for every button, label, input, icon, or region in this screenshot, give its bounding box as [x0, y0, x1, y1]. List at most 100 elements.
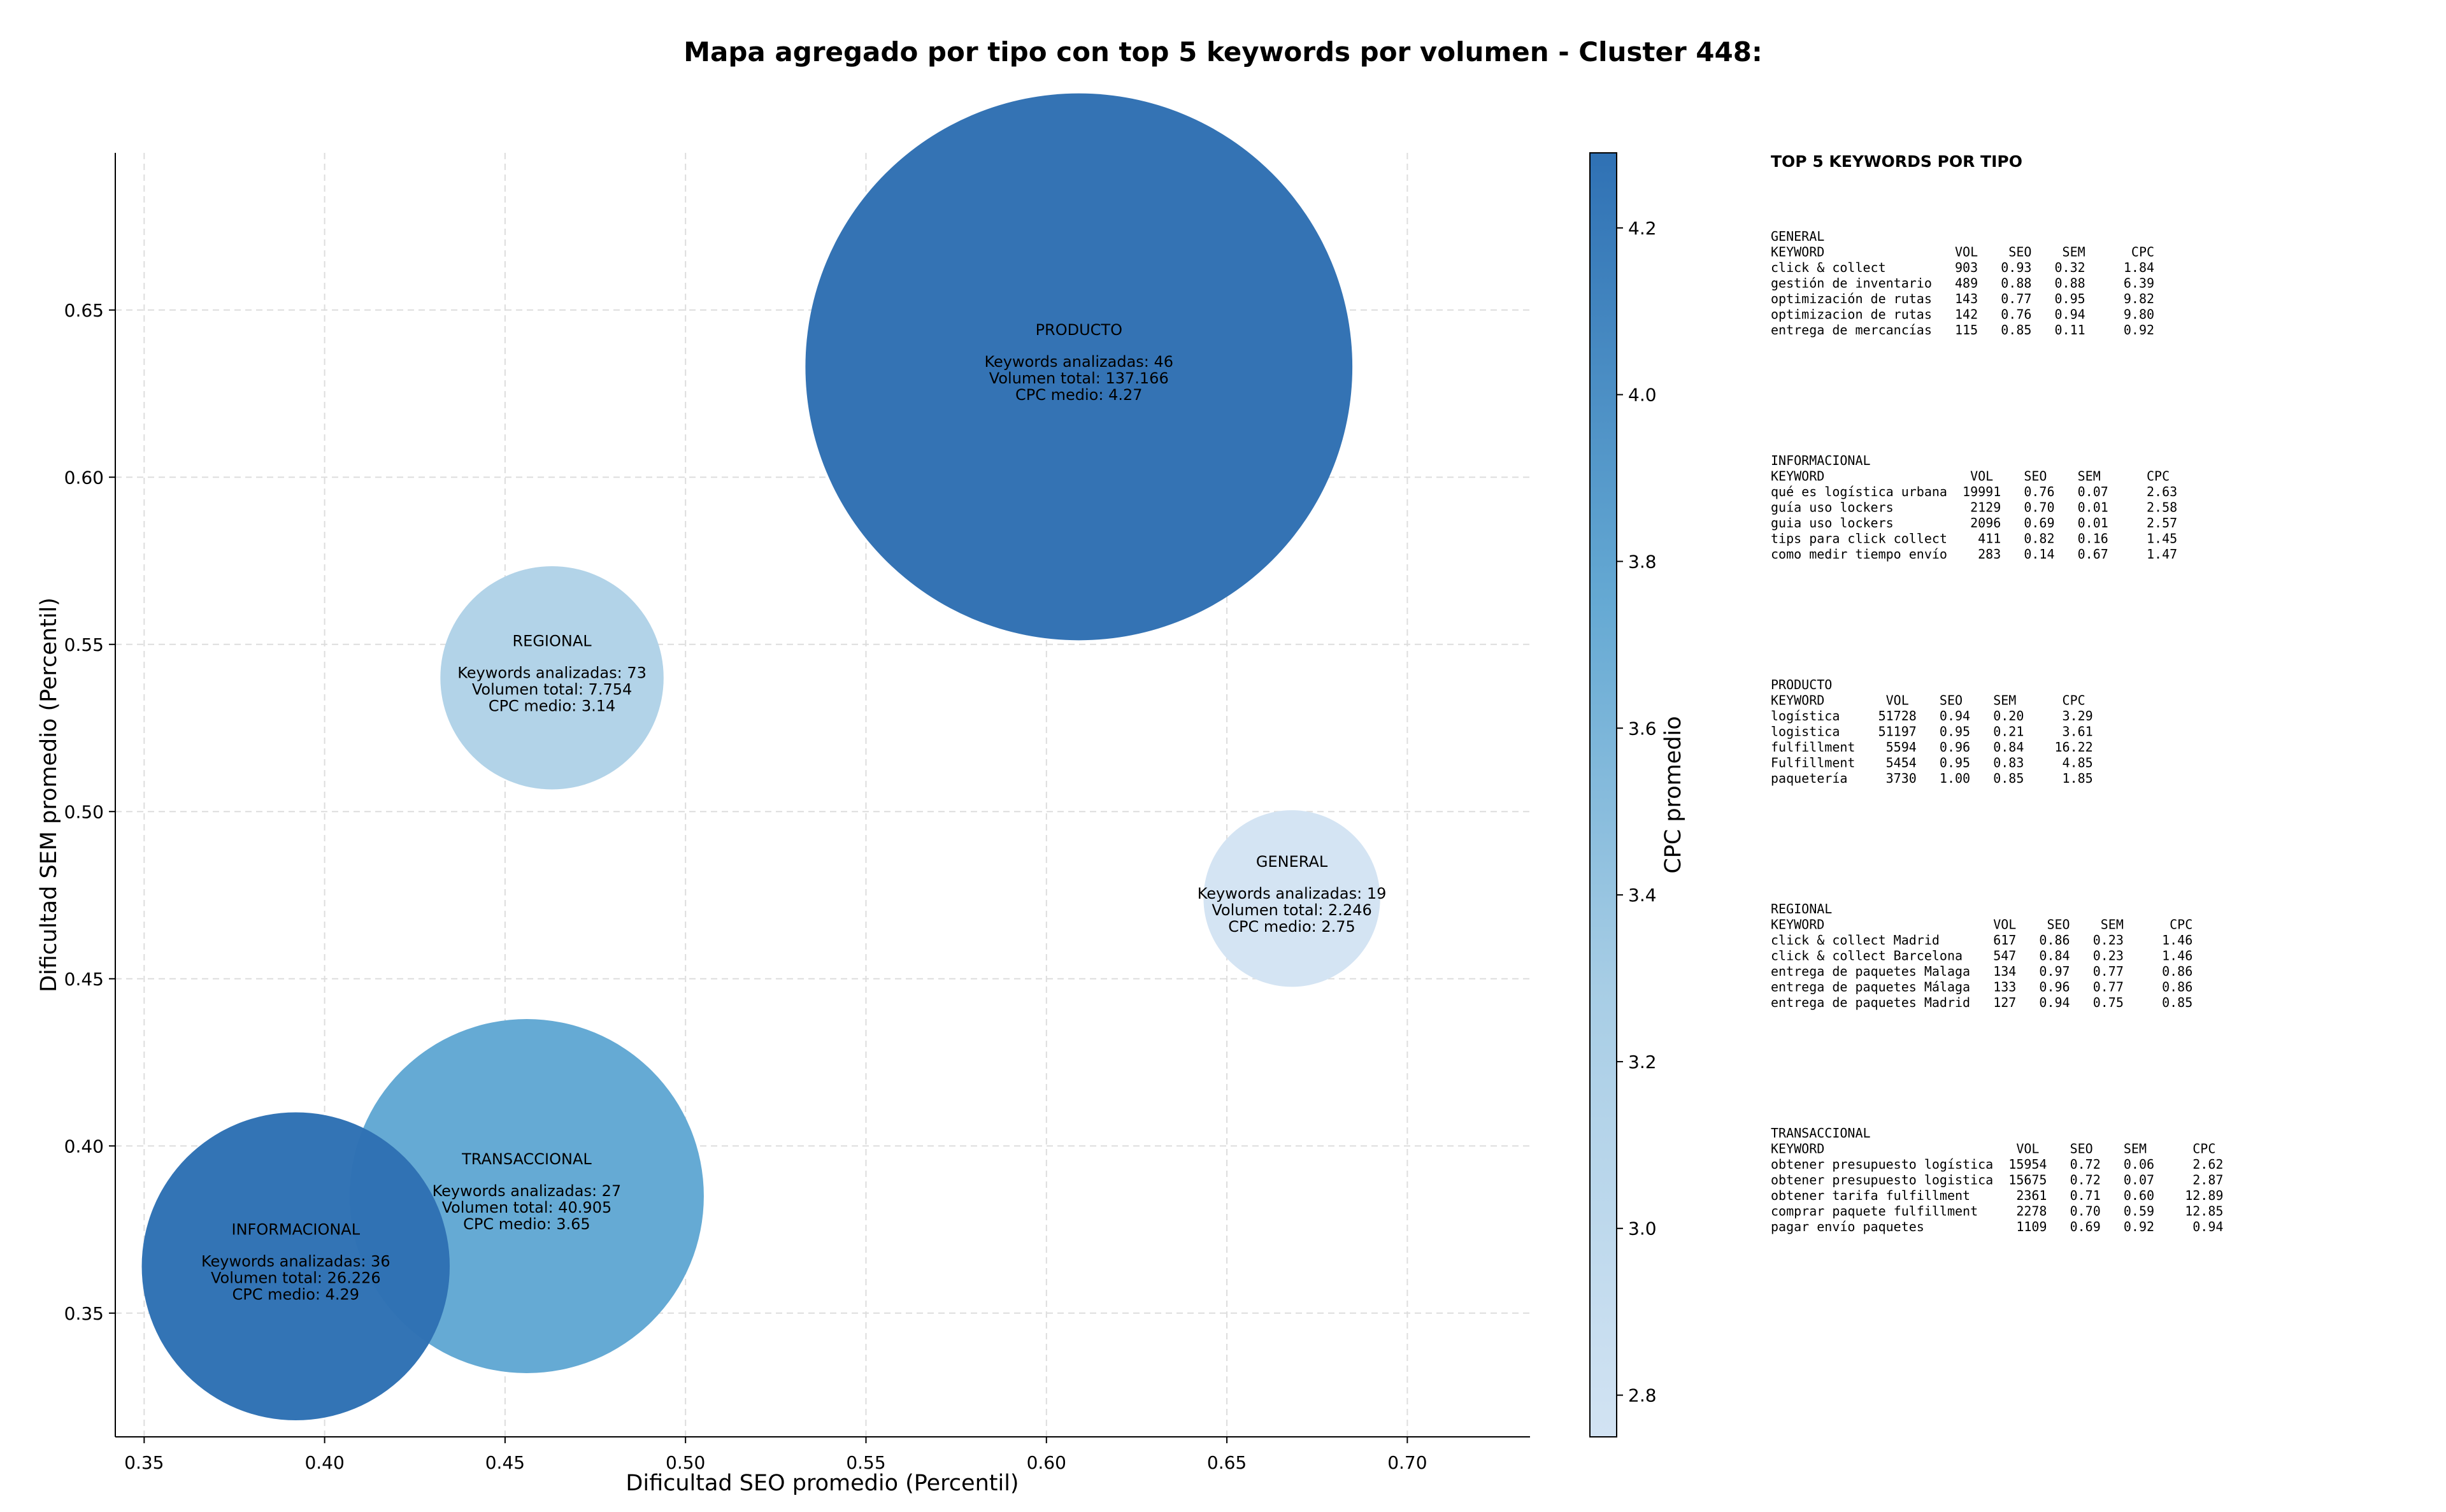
panel-table-header: KEYWORD VOL SEO SEM CPC — [1771, 1141, 2215, 1157]
panel-group-name: INFORMACIONAL — [1771, 453, 1871, 468]
panel-table-row: logistica 51197 0.95 0.21 3.61 — [1771, 724, 2093, 739]
bubble-label-cpc_label: CPC medio: 2.75 — [1228, 918, 1355, 936]
bubble-label-name: GENERAL — [1256, 853, 1328, 871]
panel-table-row: como medir tiempo envío 283 0.14 0.67 1.… — [1771, 546, 2177, 562]
colorbar-tick-label: 3.2 — [1628, 1052, 1657, 1073]
bubble-label-volume: Volumen total: 7.754 — [472, 680, 632, 698]
panel-table-header: KEYWORD VOL SEO SEM CPC — [1771, 469, 2170, 484]
panel-title: TOP 5 KEYWORDS POR TIPO — [1771, 152, 2022, 171]
x-tick-label: 0.60 — [1027, 1452, 1066, 1473]
panel-table-row: entrega de mercancías 115 0.85 0.11 0.92 — [1771, 322, 2154, 338]
panel-table-header: KEYWORD VOL SEO SEM CPC — [1771, 693, 2085, 708]
panel-table-row: qué es logística urbana 19991 0.76 0.07 … — [1771, 484, 2177, 499]
bubble-label-name: INFORMACIONAL — [232, 1220, 361, 1238]
panel-table-row: click & collect 903 0.93 0.32 1.84 — [1771, 260, 2154, 275]
panel-group-name: REGIONAL — [1771, 901, 1832, 916]
panel-table-row: logística 51728 0.94 0.20 3.29 — [1771, 708, 2093, 724]
panel-table-row: entrega de paquetes Madrid 127 0.94 0.75… — [1771, 995, 2192, 1010]
panel-table-row: gestión de inventario 489 0.88 0.88 6.39 — [1771, 276, 2154, 291]
bubble-label-keywords: Keywords analizadas: 46 — [984, 353, 1173, 371]
bubble-label-name: REGIONAL — [512, 632, 592, 650]
panel-table-row: entrega de paquetes Málaga 133 0.96 0.77… — [1771, 980, 2192, 995]
y-tick-label: 0.40 — [64, 1136, 104, 1157]
bubble-informacional: INFORMACIONAL Keywords analizadas: 36Volu… — [141, 1112, 450, 1420]
colorbar-ticks: 2.8 3.0 3.2 3.4 3.6 3.8 4.0 4.2 — [1617, 218, 1657, 1406]
panel-table-row: obtener presupuesto logistica 15675 0.72… — [1771, 1173, 2223, 1188]
panel-table-row: optimización de rutas 143 0.77 0.95 9.82 — [1771, 291, 2154, 306]
colorbar-tick-label: 4.2 — [1628, 218, 1657, 239]
panel-group-name: GENERAL — [1771, 229, 1824, 244]
panel-group-name: PRODUCTO — [1771, 677, 1832, 692]
x-tick-label: 0.65 — [1207, 1452, 1247, 1473]
colorbar-tick-label: 2.8 — [1628, 1385, 1657, 1406]
panel-table-header: KEYWORD VOL SEO SEM CPC — [1771, 245, 2154, 260]
bubble-circle — [141, 1112, 450, 1420]
y-tick-label: 0.60 — [64, 467, 104, 488]
grid-lines — [115, 153, 1530, 1437]
bubble-label-keywords: Keywords analizadas: 19 — [1198, 885, 1387, 902]
bubble-label-cpc_label: CPC medio: 3.14 — [489, 697, 616, 715]
plot-axes — [115, 153, 1530, 1437]
panel-table-row: optimizacion de rutas 142 0.76 0.94 9.80 — [1771, 307, 2154, 322]
panel-table-row: obtener tarifa fulfillment 2361 0.71 0.6… — [1771, 1188, 2223, 1203]
bubble-circle — [805, 93, 1353, 641]
panel-table-row: paquetería 3730 1.00 0.85 1.85 — [1771, 771, 2093, 786]
bubble-label-volume: Volumen total: 26.226 — [211, 1269, 381, 1287]
y-tick-label: 0.45 — [64, 969, 104, 990]
bubble-label-keywords: Keywords analizadas: 27 — [433, 1182, 622, 1200]
panel-table-row: click & collect Madrid 617 0.86 0.23 1.4… — [1771, 932, 2192, 948]
y-ticks: 0.35 0.40 0.45 0.50 0.55 0.60 0.65 — [64, 300, 115, 1324]
panel-table-row: guia uso lockers 2096 0.69 0.01 2.57 — [1771, 515, 2177, 531]
panel-table-row: Fulfillment 5454 0.95 0.83 4.85 — [1771, 755, 2093, 771]
colorbar-tick-label: 3.8 — [1628, 551, 1657, 572]
bubble-label-volume: Volumen total: 2.246 — [1212, 901, 1371, 919]
x-tick-label: 0.70 — [1387, 1452, 1427, 1473]
y-axis-label: Dificultad SEM promedio (Percentil) — [36, 597, 62, 992]
colorbar-tick-label: 3.0 — [1628, 1218, 1657, 1239]
panel-table-row: guía uso lockers 2129 0.70 0.01 2.58 — [1771, 500, 2177, 515]
colorbar-tick-label: 4.0 — [1628, 385, 1657, 406]
x-tick-label: 0.50 — [666, 1452, 705, 1473]
bubble-circle — [440, 566, 664, 790]
panel-table-row: tips para click collect 411 0.82 0.16 1.… — [1771, 531, 2177, 546]
panel-table-row: comprar paquete fulfillment 2278 0.70 0.… — [1771, 1204, 2223, 1219]
panel-table-row: obtener presupuesto logística 15954 0.72… — [1771, 1157, 2223, 1172]
bubble-label-cpc_label: CPC medio: 4.27 — [1015, 386, 1143, 404]
bubble-label-volume: Volumen total: 137.166 — [989, 369, 1169, 387]
x-axis-label: Dificultad SEO promedio (Percentil) — [626, 1471, 1019, 1496]
x-tick-label: 0.45 — [485, 1452, 525, 1473]
bubble-label-name: PRODUCTO — [1036, 321, 1122, 339]
x-tick-label: 0.35 — [124, 1452, 164, 1473]
chart-title: Mapa agregado por tipo con top 5 keyword… — [683, 36, 1763, 68]
y-tick-label: 0.50 — [64, 801, 104, 822]
colorbar-tick-label: 3.6 — [1628, 718, 1657, 739]
panel-table-header: KEYWORD VOL SEO SEM CPC — [1771, 917, 2192, 932]
x-ticks: 0.35 0.40 0.45 0.50 0.55 0.60 0.65 0.70 — [124, 1437, 1427, 1473]
bubble-label-keywords: Keywords analizadas: 36 — [201, 1252, 390, 1270]
bubble-label-name: TRANSACCIONAL — [461, 1150, 592, 1168]
colorbar-label: CPC promedio — [1661, 716, 1686, 873]
panel-table-row: fulfillment 5594 0.96 0.84 16.22 — [1771, 739, 2093, 755]
colorbar: 2.8 3.0 3.2 3.4 3.6 3.8 4.0 4.2 CPC promedio — [1589, 152, 1686, 1437]
y-tick-label: 0.65 — [64, 300, 104, 321]
y-tick-label: 0.35 — [64, 1303, 104, 1324]
colorbar-gradient — [1589, 152, 1617, 1437]
bubble-label-cpc_label: CPC medio: 3.65 — [463, 1215, 590, 1233]
bubble-label-cpc_label: CPC medio: 4.29 — [232, 1285, 360, 1303]
bubble-label-volume: Volumen total: 40.905 — [442, 1199, 612, 1216]
panel-group-name: TRANSACCIONAL — [1771, 1125, 1871, 1141]
panel-table-row: click & collect Barcelona 547 0.84 0.23 … — [1771, 948, 2192, 964]
panel-table-row: entrega de paquetes Malaga 134 0.97 0.77… — [1771, 964, 2192, 979]
bubble-label-keywords: Keywords analizadas: 73 — [457, 664, 647, 681]
